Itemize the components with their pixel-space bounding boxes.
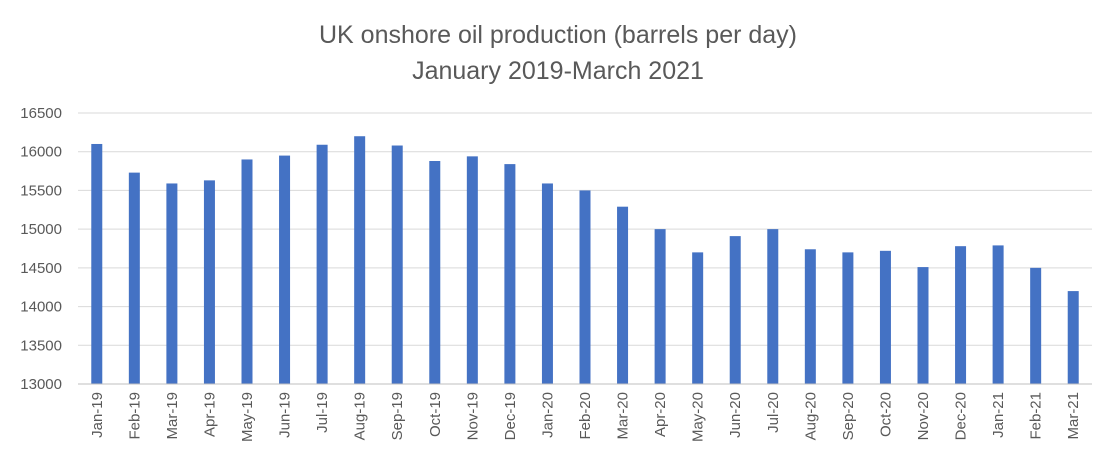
bar (955, 246, 967, 384)
x-tick-label: Jun-19 (277, 392, 294, 438)
x-tick-label: Aug-20 (802, 392, 819, 440)
x-tick-label: Jun-20 (727, 392, 744, 438)
bar (429, 161, 441, 384)
x-axis-ticks: Jan-19 Feb-19 Mar-19 Apr-19 May-19 Jun-19 Jul-… (89, 392, 1082, 442)
bar (992, 245, 1004, 384)
x-tick-label: Sep-19 (389, 392, 406, 440)
x-tick-label: Apr-19 (201, 392, 218, 437)
y-tick-label: 16500 (20, 105, 62, 122)
bar (91, 143, 103, 384)
bar (241, 159, 253, 384)
x-tick-label: May-20 (690, 392, 707, 442)
bar (504, 164, 516, 384)
x-tick-label: Jul-19 (314, 392, 331, 433)
y-tick-label: 15500 (20, 182, 62, 199)
bar (729, 236, 741, 384)
x-tick-label: Jan-20 (539, 392, 556, 438)
y-tick-label: 13000 (20, 376, 62, 393)
bar (692, 252, 704, 384)
bar (316, 144, 328, 384)
x-tick-label: May-19 (239, 392, 256, 442)
y-tick-label: 16000 (20, 144, 62, 161)
bar (617, 206, 629, 384)
bar (541, 183, 553, 384)
x-tick-label: Mar-20 (615, 392, 632, 440)
bar (879, 250, 891, 384)
bar (466, 156, 478, 384)
x-tick-label: Feb-19 (126, 392, 143, 440)
y-axis-ticks: 13000 13500 14000 14500 15000 15500 16000 16500 (20, 105, 62, 393)
x-tick-label: Oct-19 (427, 392, 444, 437)
bars (91, 136, 1079, 384)
bar (1067, 291, 1079, 384)
y-tick-label: 14000 (20, 299, 62, 316)
x-tick-label: Mar-19 (164, 392, 181, 440)
bar (391, 145, 403, 384)
x-tick-label: Dec-19 (502, 392, 519, 440)
y-tick-label: 14500 (20, 260, 62, 277)
x-tick-label: Feb-20 (577, 392, 594, 440)
bar (917, 267, 929, 384)
y-tick-label: 15000 (20, 221, 62, 238)
x-tick-label: Sep-20 (840, 392, 857, 440)
x-tick-label: Oct-20 (877, 392, 894, 437)
x-tick-label: Nov-19 (464, 392, 481, 440)
x-tick-label: Nov-20 (915, 392, 932, 440)
x-tick-label: Mar-21 (1065, 392, 1082, 440)
x-tick-label: Jul-20 (765, 392, 782, 433)
bar (279, 155, 291, 384)
bar (354, 136, 366, 384)
bar (166, 183, 178, 384)
bar (128, 172, 140, 384)
x-tick-label: Jan-19 (89, 392, 106, 438)
chart-subtitle: January 2019-March 2021 (412, 57, 704, 85)
bar (579, 190, 591, 384)
bar (203, 180, 215, 384)
bar (654, 229, 666, 384)
bar (842, 252, 854, 384)
x-tick-label: Aug-19 (352, 392, 369, 440)
bar (1030, 267, 1042, 384)
x-tick-label: Jan-21 (990, 392, 1007, 438)
x-tick-label: Dec-20 (953, 392, 970, 440)
chart-title: UK onshore oil production (barrels per d… (318, 21, 797, 49)
y-tick-label: 13500 (20, 337, 62, 354)
bar (804, 249, 816, 384)
bar (767, 229, 779, 384)
x-tick-label: Apr-20 (652, 392, 669, 437)
x-tick-label: Feb-21 (1028, 392, 1045, 440)
